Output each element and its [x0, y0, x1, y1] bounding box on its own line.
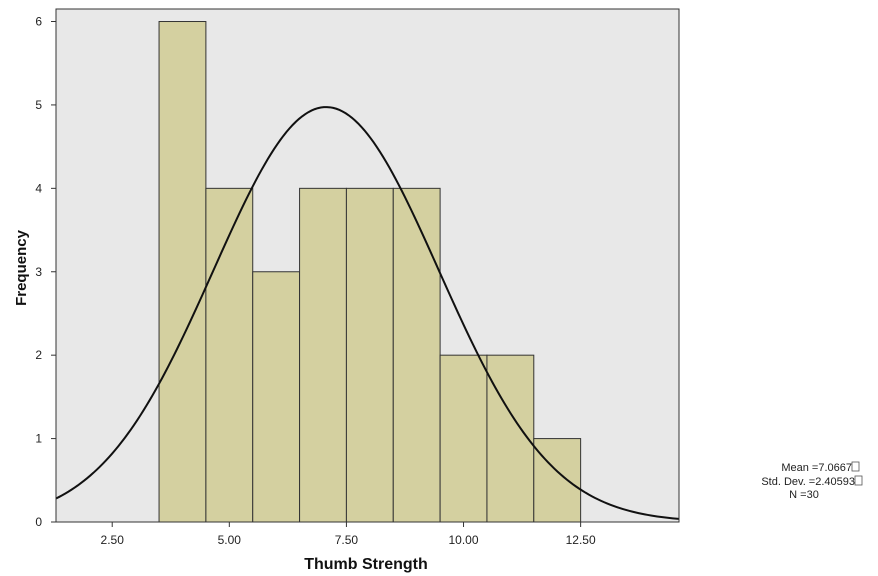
y-tick-label: 2 [35, 348, 42, 362]
y-tick-label: 6 [35, 15, 42, 29]
normal-curve [55, 106, 680, 520]
y-tick-label: 4 [35, 181, 42, 195]
y-tick-label: 0 [35, 515, 42, 529]
bars-group [158, 21, 582, 523]
stats-n: N =30 [789, 489, 819, 501]
y-tick-label: 5 [35, 98, 42, 112]
x-tick-label: 12.50 [566, 533, 596, 547]
y-axis: 0 1 2 3 4 5 6 [35, 15, 56, 529]
plot-frame [55, 8, 680, 523]
stats-mean: Mean =7.0667 [781, 462, 852, 474]
x-tick-label: 5.00 [218, 533, 242, 547]
y-axis-title: Frequency [13, 229, 30, 306]
y-tick-label: 1 [35, 432, 42, 446]
stats-std-dev: Std. Dev. =2.40593 [761, 476, 855, 488]
x-axis: 2.50 5.00 7.50 10.00 12.50 [101, 522, 596, 547]
y-tick-label: 3 [35, 265, 42, 279]
histogram-bar [158, 21, 207, 523]
histogram-bar [392, 187, 441, 523]
histogram-bar [439, 354, 488, 523]
histogram-bar [345, 187, 394, 523]
x-axis-title: Thumb Strength [304, 556, 428, 573]
histogram-bar [252, 271, 301, 523]
histogram-bar [205, 187, 254, 523]
histogram-bar [486, 354, 535, 523]
x-tick-label: 7.50 [335, 533, 359, 547]
x-tick-label: 2.50 [101, 533, 125, 547]
histogram-bar [533, 438, 582, 523]
stats-box: Mean =7.0667 Std. Dev. =2.40593 N =30 [761, 461, 863, 501]
x-tick-label: 10.00 [449, 533, 479, 547]
histogram-bar [299, 187, 347, 523]
